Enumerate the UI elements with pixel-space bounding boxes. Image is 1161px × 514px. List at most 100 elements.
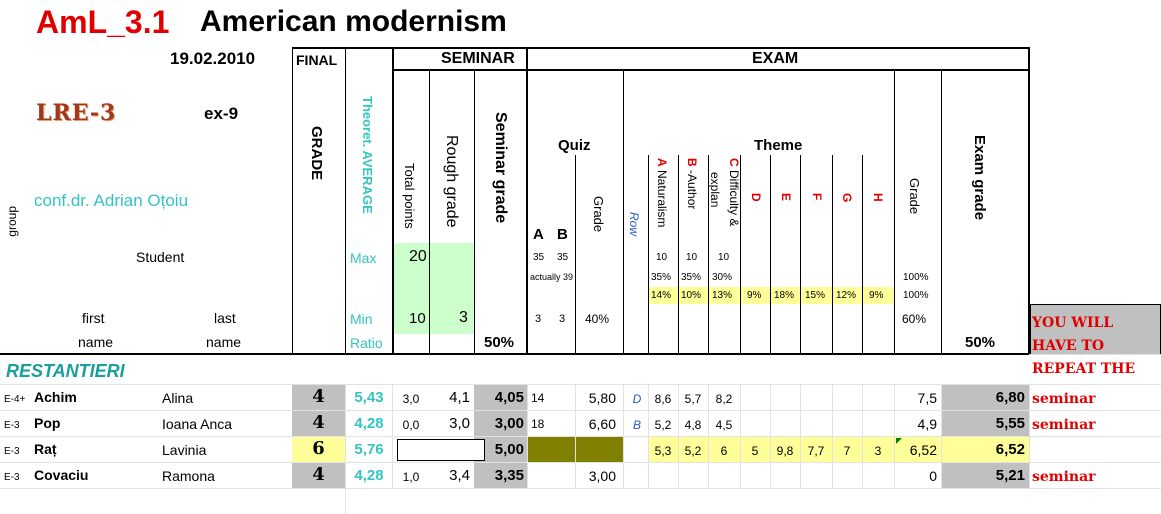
row-theme-score[interactable]: 4,5 [715, 418, 733, 432]
theme-b-letter: B [685, 158, 699, 167]
theme-a-text: Naturalism [655, 170, 669, 228]
row-theme-score[interactable]: 5,2 [654, 418, 672, 432]
row-first-name[interactable]: Achim [34, 389, 77, 405]
row-theme-score[interactable]: 5,7 [684, 392, 702, 406]
theme-h-header: H [871, 193, 885, 202]
theme-c-letter: C [727, 158, 741, 167]
theme-b-header: B -Author [685, 158, 699, 210]
row-quiz-a[interactable]: 18 [531, 417, 545, 431]
row-status[interactable]: seminar [1032, 391, 1096, 407]
row-status[interactable]: seminar [1032, 417, 1096, 433]
min-rough: 3 [459, 309, 468, 326]
seminar-pct: 50% [484, 334, 515, 351]
row-quiz-grade[interactable]: 5,80 [588, 390, 616, 406]
row-theme-score[interactable]: 5 [751, 444, 759, 458]
row-total-points[interactable]: 0,0 [402, 418, 420, 432]
row-rough-grade[interactable]: 3,0 [449, 415, 470, 432]
seminar-grade-header: Seminar grade [492, 112, 509, 224]
row-exam-grade[interactable]: 5,21 [995, 467, 1025, 484]
row-quiz-grade[interactable]: 6,60 [588, 416, 616, 432]
row-exam-grade[interactable]: 6,80 [995, 389, 1025, 406]
max-total: 20 [409, 248, 427, 265]
theme-grade-header: Grade [907, 178, 922, 215]
row-total-points[interactable]: 1,0 [402, 470, 420, 484]
theme-c-pct: 30% [712, 272, 733, 283]
exam-pct: 50% [965, 334, 996, 351]
row-last-name[interactable]: Alina [162, 390, 194, 406]
row-theoret-average[interactable]: 5,43 [354, 389, 384, 406]
row-theoret-average[interactable]: 4,28 [354, 467, 384, 484]
row-seminar-grade[interactable]: 3,00 [494, 415, 524, 432]
row-first-name[interactable]: Raț [34, 441, 57, 457]
row-group[interactable]: E-3 [4, 472, 20, 483]
final-label: FINAL [296, 52, 338, 68]
theme-b-text: -Author [685, 170, 699, 210]
teacher-name: conf.dr. Adrian Oțoiu [34, 191, 189, 210]
exam-date: 19.02.2010 [170, 49, 256, 68]
date-cell-box[interactable] [397, 439, 485, 461]
row-theme-grade[interactable]: 7,5 [917, 390, 937, 406]
row-seminar-grade[interactable]: 5,00 [494, 441, 524, 458]
row-seminar-grade[interactable]: 4,05 [494, 389, 524, 406]
max-fill [392, 243, 474, 310]
group-label: group [5, 206, 19, 237]
row-final-grade[interactable]: 6 [312, 438, 325, 459]
theme-g-header: G [840, 193, 854, 203]
row-theoret-average[interactable]: 5,76 [354, 441, 384, 458]
row-rough-grade[interactable]: 4,1 [449, 389, 470, 406]
quiz-b-label: B [557, 226, 568, 243]
row-theme-score[interactable]: 4,8 [684, 418, 702, 432]
row-theme-row[interactable]: B [632, 418, 641, 432]
row-status[interactable]: seminar [1032, 469, 1096, 485]
theme-g-weight: 12% [836, 290, 857, 301]
lre-label: LRE-3 [36, 100, 117, 126]
row-group[interactable]: E-3 [4, 420, 20, 431]
row-group[interactable]: E-4+ [4, 394, 26, 405]
theme-c-weight: 13% [712, 290, 733, 301]
row-theme-score[interactable]: 9,8 [776, 444, 794, 458]
row-last-name[interactable]: Ramona [162, 468, 215, 484]
row-final-grade[interactable]: 4 [312, 412, 325, 433]
theme-d-header: D [749, 193, 763, 202]
seminar-header: SEMINAR [441, 50, 515, 67]
row-first-name[interactable]: Pop [34, 415, 61, 431]
theme-a-letter: A [655, 158, 669, 167]
last-label: last [214, 310, 236, 326]
row-quiz-grade[interactable]: 3,00 [588, 468, 616, 484]
row-theme-grade[interactable]: 0 [929, 468, 937, 484]
row-theme-score[interactable]: 6 [720, 444, 728, 458]
row-final-grade[interactable]: 4 [312, 464, 325, 485]
row-last-name[interactable]: Lavinia [162, 442, 207, 458]
quiz-a-max: 35 [533, 252, 545, 263]
row-theme-grade[interactable]: 6,52 [909, 442, 937, 458]
row-quiz-a[interactable]: 14 [531, 391, 545, 405]
row-final-grade[interactable]: 4 [312, 386, 325, 407]
theme-c-explan: explan [708, 172, 722, 208]
row-theme-score[interactable]: 8,2 [715, 392, 733, 406]
row-last-name[interactable]: Ioana Anca [162, 416, 233, 432]
grade-100a: 100% [903, 272, 929, 283]
row-exam-grade[interactable]: 6,52 [995, 441, 1025, 458]
row-theme-score[interactable]: 7,7 [807, 444, 825, 458]
row-seminar-grade[interactable]: 3,35 [494, 467, 524, 484]
row-theme-score[interactable]: 5,2 [684, 444, 702, 458]
row-first-name[interactable]: Covaciu [34, 467, 89, 483]
quiz-b-max: 35 [557, 252, 569, 263]
row-theme-score[interactable]: 5,3 [654, 444, 672, 458]
row-rough-grade[interactable]: 3,4 [449, 467, 470, 484]
repeat-warning: YOU WILL HAVE TO REPEAT THE [1032, 315, 1136, 377]
theoret-average-header: Theoret. AVERAGE [360, 96, 375, 214]
quiz-a-min: 3 [535, 313, 542, 325]
row-total-points[interactable]: 3,0 [402, 392, 420, 406]
row-exam-grade[interactable]: 5,55 [995, 415, 1025, 432]
max-label: Max [350, 250, 377, 266]
restantieri-label: RESTANTIERI [6, 361, 125, 381]
row-theme-grade[interactable]: 4,9 [917, 416, 937, 432]
row-theme-score[interactable]: 7 [843, 444, 851, 458]
theme-a-header: A Naturalism [655, 158, 669, 228]
row-theme-score[interactable]: 8,6 [654, 392, 672, 406]
row-theme-row[interactable]: D [632, 392, 642, 406]
row-theoret-average[interactable]: 4,28 [354, 415, 384, 432]
row-theme-score[interactable]: 3 [874, 444, 882, 458]
row-group[interactable]: E-3 [4, 446, 20, 457]
